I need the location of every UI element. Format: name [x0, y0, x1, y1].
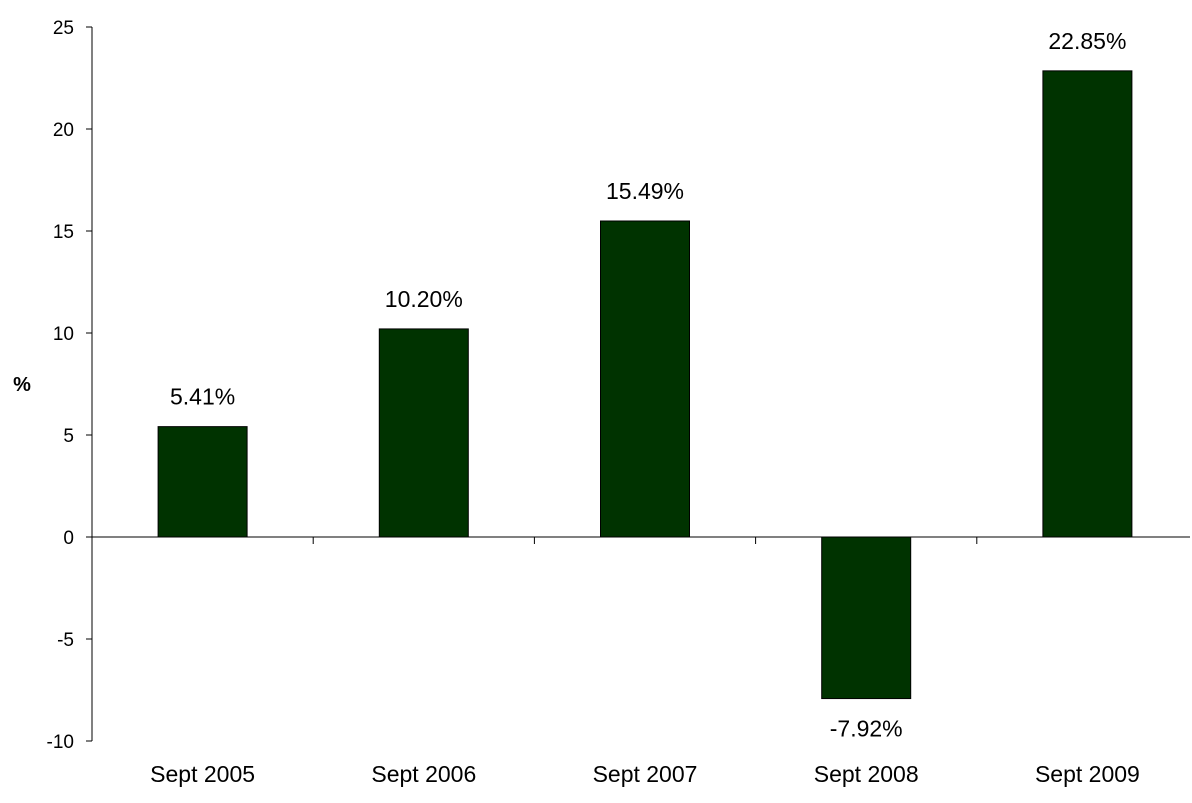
bar	[1042, 70, 1133, 538]
x-category-label: Sept 2007	[593, 761, 698, 787]
bar	[157, 426, 248, 538]
y-tick-label: 5	[63, 426, 74, 447]
labels: 5.41% Sept 2005 10.20% Sept 2006 15.49% Sept …	[150, 28, 1140, 787]
x-category-label: Sept 2005	[150, 761, 255, 787]
y-axis-title: %	[13, 374, 31, 396]
x-category-label: Sept 2009	[1035, 761, 1140, 787]
y-tick-label: -5	[57, 630, 74, 651]
data-label: -7.92%	[830, 716, 903, 742]
bar	[378, 328, 469, 538]
bar	[821, 536, 912, 700]
y-tick-label: 10	[53, 324, 74, 345]
y-tick-label: 25	[53, 18, 74, 39]
x-category-label: Sept 2008	[814, 761, 919, 787]
y-tick-label: 15	[53, 222, 74, 243]
y-tick-label: 0	[63, 528, 74, 549]
bar	[600, 220, 690, 538]
data-label: 15.49%	[606, 178, 684, 204]
data-label: 10.20%	[385, 286, 463, 312]
data-label: 22.85%	[1048, 28, 1126, 54]
y-tick-label: 20	[53, 120, 74, 141]
y-tick-label: -10	[47, 732, 74, 753]
bars	[157, 70, 1133, 700]
data-label: 5.41%	[170, 384, 235, 410]
x-category-label: Sept 2006	[371, 761, 476, 787]
axes: -10 -5 0 5 10 15 20 25	[47, 18, 1190, 753]
